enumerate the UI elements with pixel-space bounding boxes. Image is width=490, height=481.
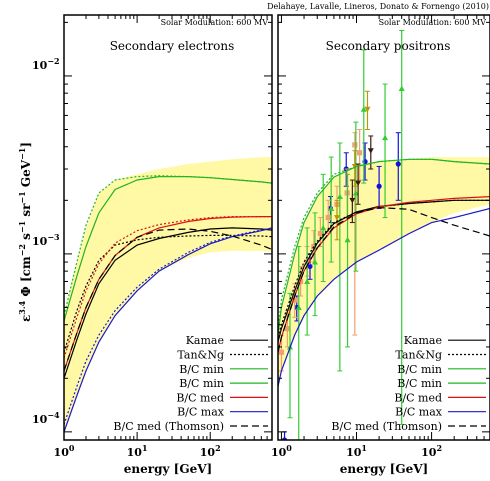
x-ticks bbox=[63, 15, 273, 441]
legend-label: Kamae bbox=[186, 334, 224, 347]
y-axis-label-close: ] bbox=[19, 142, 33, 148]
y-axis-label-exp-gev: −1 bbox=[17, 148, 27, 160]
series-line-b-c-med-thomson--6 bbox=[278, 206, 490, 353]
series-line-tan-ng-1 bbox=[64, 234, 272, 353]
legend-label: B/C min bbox=[179, 363, 224, 376]
panel-secondary-electrons: 100 101 102 energy [GeV] Solar Modulation: 6… bbox=[54, 14, 273, 476]
solar-modulation-label: Solar Modulation: 600 MV bbox=[379, 18, 487, 27]
plot-area bbox=[64, 157, 272, 433]
data-point bbox=[312, 259, 319, 265]
y-tick-label-1e-2: 10−2 bbox=[32, 56, 60, 72]
x-axis-label: energy [GeV] bbox=[124, 462, 212, 476]
data-point bbox=[352, 142, 358, 148]
y-tick-label-1e-3: 10−3 bbox=[32, 232, 60, 248]
data-point bbox=[360, 106, 367, 112]
y-tick-labels: 10−2 10−3 10−4 bbox=[32, 56, 60, 426]
data-point bbox=[307, 263, 313, 270]
panel-title: Secondary positrons bbox=[326, 39, 451, 53]
y-axis-label: ε3.4 Φ [cm−2 s−1 sr−1 GeV−1] bbox=[17, 142, 33, 322]
x-tick-label: 102 bbox=[200, 443, 221, 459]
x-ticks bbox=[278, 15, 490, 441]
data-point bbox=[336, 193, 343, 200]
y-axis-label-exp-s: −1 bbox=[17, 221, 27, 233]
series-line-kamae-0 bbox=[64, 227, 272, 379]
y-axis-label-gev: GeV bbox=[19, 159, 33, 191]
series-line-tan-ng-1 bbox=[278, 199, 490, 338]
data-point bbox=[278, 349, 285, 355]
legend-label: B/C max bbox=[395, 406, 443, 419]
legend-label: B/C max bbox=[177, 406, 225, 419]
data-point bbox=[328, 205, 335, 211]
legend-label: Kamae bbox=[404, 334, 442, 347]
series-line-b-c-min-2 bbox=[64, 175, 272, 316]
series-line-b-c-med-4 bbox=[278, 196, 490, 353]
data-point bbox=[367, 148, 374, 154]
legend-label: B/C min bbox=[179, 377, 224, 390]
data-point bbox=[357, 150, 363, 156]
data-point bbox=[284, 326, 290, 332]
series-line-b-c-min-2 bbox=[278, 158, 490, 336]
data-point bbox=[382, 134, 389, 141]
data-point bbox=[355, 180, 362, 187]
x-tick-label: 101 bbox=[346, 443, 367, 459]
plot-frame bbox=[63, 14, 273, 441]
data-point bbox=[325, 214, 331, 221]
data-point bbox=[376, 183, 382, 189]
series-line-b-c-med-thomson--8 bbox=[64, 228, 272, 372]
uncertainty-band bbox=[64, 157, 272, 432]
x-tick-label: 101 bbox=[127, 443, 148, 459]
y-axis-label-units: Φ [cm bbox=[19, 256, 33, 297]
data-point bbox=[395, 161, 401, 167]
figure-credit: Delahaye, Lavalle, Lineros, Donato & For… bbox=[267, 2, 489, 11]
plot-area bbox=[278, 30, 490, 440]
series-line-b-c-max-5 bbox=[278, 207, 490, 387]
y-axis-label-exp-cm: −2 bbox=[17, 244, 27, 256]
legend-label: B/C med (Thomson) bbox=[113, 420, 224, 433]
data-point bbox=[311, 243, 317, 250]
series-line-b-c-max-7 bbox=[64, 227, 272, 433]
data-point bbox=[292, 297, 298, 303]
legend-label: B/C med (Thomson) bbox=[331, 420, 442, 433]
data-point bbox=[320, 224, 327, 231]
data-point bbox=[349, 197, 356, 204]
y-tick-label-1e-4: 10−4 bbox=[32, 410, 60, 426]
data-point bbox=[398, 85, 405, 91]
data-point bbox=[295, 304, 302, 310]
data-point bbox=[304, 278, 311, 284]
data-set-green-points bbox=[286, 30, 405, 440]
x-tick-label: 100 bbox=[271, 443, 292, 459]
legend-label: Tan&Ng bbox=[177, 349, 224, 362]
x-tick-label: 100 bbox=[54, 443, 75, 459]
y-axis-label-epsilon: ε bbox=[19, 315, 33, 322]
series-line-b-c-min-3 bbox=[64, 176, 272, 322]
panel-title: Secondary electrons bbox=[110, 39, 235, 53]
y-axis-label-exp: 3.4 bbox=[17, 300, 27, 314]
data-point bbox=[344, 236, 351, 243]
legend-label: B/C min bbox=[397, 363, 442, 376]
y-axis-label-sr: sr bbox=[19, 203, 33, 221]
panel-secondary-positrons: 100 101 102 energy [GeV] Solar Modulation: 6… bbox=[271, 14, 490, 476]
plot-frame bbox=[277, 14, 490, 441]
legend-label: Tan&Ng bbox=[395, 349, 442, 362]
legend-label: B/C med bbox=[394, 391, 442, 404]
legend-label: B/C min bbox=[397, 377, 442, 390]
series-line-b-c-med-5 bbox=[64, 216, 272, 372]
x-axis-label: energy [GeV] bbox=[340, 462, 428, 476]
data-point bbox=[317, 231, 323, 237]
solar-modulation-label: Solar Modulation: 600 MV bbox=[161, 18, 269, 27]
data-point bbox=[334, 215, 341, 221]
data-point bbox=[352, 189, 359, 196]
y-axis-label-s: s bbox=[19, 233, 33, 244]
y-axis-label-exp-sr: −1 bbox=[17, 191, 27, 203]
legend-label: B/C med bbox=[176, 391, 224, 404]
x-tick-label: 102 bbox=[421, 443, 442, 459]
data-point bbox=[364, 106, 371, 113]
